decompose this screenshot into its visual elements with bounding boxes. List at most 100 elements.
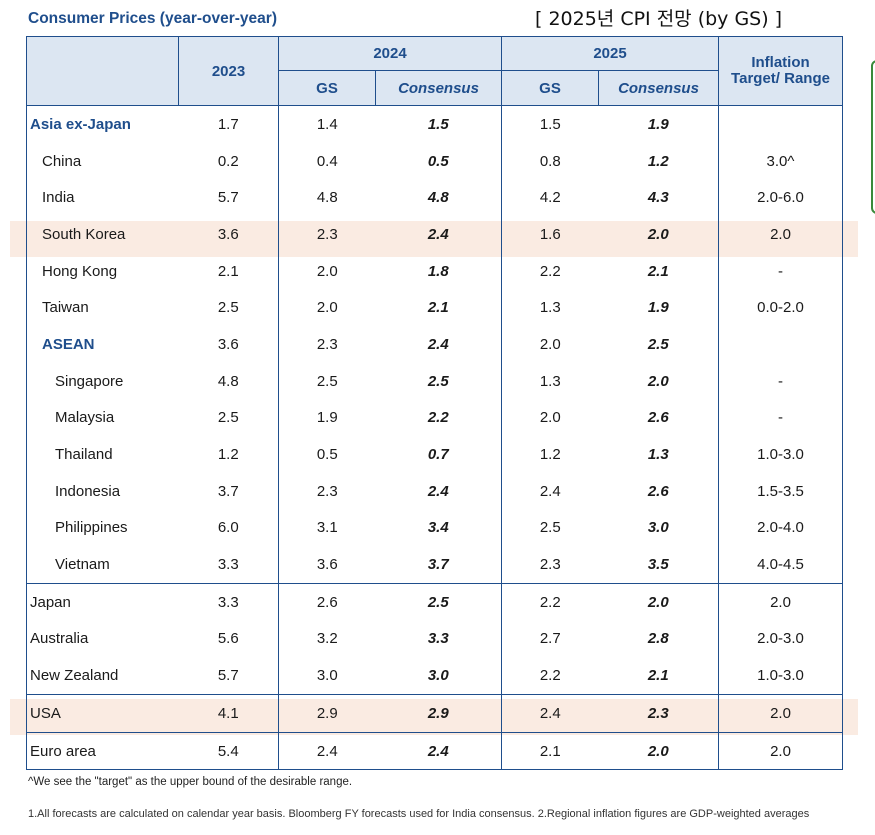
inflation-target: - [718, 252, 843, 290]
side-box [871, 60, 875, 214]
inflation-target: 2.0 [718, 216, 843, 253]
consensus-2024: 0.7 [427, 446, 449, 464]
value-2023: 5.7 [217, 667, 239, 685]
inflation-target: 2.0-4.0 [718, 509, 843, 547]
table-row: Indonesia 3.7 2.3 2.4 2.4 2.6 1.5-3.5 [27, 472, 843, 510]
value-2023: 5.6 [217, 630, 239, 648]
consensus-2024: 3.4 [427, 519, 449, 537]
consensus-2024: 2.9 [375, 694, 502, 733]
inflation-target: 2.0 [718, 694, 843, 733]
inflation-target: 4.0-4.5 [718, 546, 843, 584]
consensus-2024: 2.4 [427, 482, 449, 500]
consensus-2025: 2.3 [598, 694, 719, 733]
gs-2024: 2.6 [278, 582, 376, 621]
consensus-2024: 3.7 [427, 556, 449, 574]
value-2023: 4.8 [217, 372, 239, 390]
table-row: Australia 5.6 3.2 3.3 2.7 2.8 2.0-3.0 [27, 620, 843, 658]
table-row: New Zealand 5.7 3.0 3.0 2.2 2.1 1.0-3.0 [27, 657, 843, 695]
consensus-2024: 2.4 [375, 731, 502, 770]
consensus-2025: 2.0 [598, 582, 719, 621]
cpi-table: 2023 2024 2025 Inflation Target/ Range G… [26, 36, 843, 771]
gs-2025: 2.2 [501, 657, 599, 695]
row-name: Asia ex-Japan [30, 115, 131, 133]
header-consensus-2024: Consensus [375, 70, 502, 106]
header-2023: 2023 [178, 36, 279, 106]
row-name: India [42, 189, 75, 207]
table-row: Euro area 5.4 2.4 2.4 2.1 2.0 2.0 [26, 731, 843, 770]
inflation-target: 1.0-3.0 [718, 436, 843, 473]
highlight-south-korea [10, 221, 858, 257]
consensus-2024: 2.4 [427, 225, 449, 243]
consensus-2025: 2.0 [598, 731, 719, 770]
value-2023: 3.3 [217, 556, 239, 574]
gs-2024: 3.1 [278, 509, 376, 547]
value-2023: 5.7 [217, 189, 239, 207]
consensus-2025: 2.6 [647, 409, 669, 427]
value-2023: 6.0 [217, 519, 239, 537]
table-row: Malaysia 2.5 1.9 2.2 2.0 2.6 - [27, 399, 843, 437]
consensus-2024: 2.4 [427, 335, 449, 353]
header-gs-2024: GS [278, 70, 376, 106]
value-2023: 3.6 [217, 335, 239, 353]
consensus-2025: 3.0 [647, 519, 669, 537]
value-2023: 2.5 [217, 409, 239, 427]
row-name: Singapore [55, 372, 124, 390]
gs-2025: 1.3 [501, 289, 599, 327]
gs-2025: 2.2 [501, 252, 599, 290]
value-2023: 3.6 [217, 225, 239, 243]
value-2023: 3.7 [217, 482, 239, 500]
table-row: India 5.7 4.8 4.8 4.2 4.3 2.0-6.0 [27, 179, 843, 217]
gs-2025: 2.0 [501, 326, 599, 363]
table-row: USA 4.1 2.9 2.9 2.4 2.3 2.0 [26, 694, 843, 733]
gs-2024: 2.3 [278, 472, 376, 510]
inflation-target: - [718, 399, 843, 437]
gs-2025: 2.5 [501, 509, 599, 547]
gs-2024: 2.0 [278, 289, 376, 327]
consensus-2024: 1.8 [427, 262, 449, 280]
inflation-target [718, 326, 843, 363]
gs-2025: 2.7 [501, 620, 599, 658]
row-name: USA [26, 694, 179, 733]
value-2023: 4.1 [178, 694, 279, 733]
row-name: Thailand [55, 446, 113, 464]
gs-2025: 2.2 [501, 582, 599, 621]
gs-2024: 3.0 [278, 657, 376, 695]
row-name: New Zealand [30, 667, 119, 685]
caption: [ 2025년 CPI 전망 (by GS) ] [535, 8, 783, 30]
gs-2024: 0.4 [278, 142, 376, 180]
table-row: South Korea 3.6 2.3 2.4 1.6 2.0 2.0 [27, 216, 843, 253]
value-2023: 2.5 [217, 299, 239, 317]
row-name: Malaysia [55, 409, 115, 427]
row-name: Hong Kong [42, 262, 118, 280]
consensus-2024: 4.8 [427, 189, 449, 207]
gs-2025: 4.2 [501, 179, 599, 217]
header-2025: 2025 [501, 36, 719, 71]
value-2023: 5.4 [178, 731, 279, 770]
consensus-2024: 3.0 [427, 667, 449, 685]
consensus-2024: 0.5 [427, 152, 449, 170]
consensus-2025: 2.5 [647, 335, 669, 353]
row-name: Taiwan [42, 299, 89, 317]
consensus-2025: 1.3 [647, 446, 669, 464]
consensus-2024: 2.1 [427, 299, 449, 317]
consensus-2025: 2.1 [647, 667, 669, 685]
header-inflation-target: Inflation Target/ Range [718, 36, 843, 106]
consensus-2024: 2.5 [427, 372, 449, 390]
gs-2024: 2.0 [278, 252, 376, 290]
inflation-target: 3.0^ [718, 142, 843, 180]
gs-2024: 1.4 [278, 105, 376, 143]
consensus-2025: 1.9 [647, 299, 669, 317]
gs-2024: 2.5 [278, 362, 376, 400]
table-row: Singapore 4.8 2.5 2.5 1.3 2.0 - [27, 362, 843, 400]
table-title: Consumer Prices (year-over-year) [28, 10, 277, 27]
gs-2025: 2.4 [501, 694, 599, 733]
footnote: 1.All forecasts are calculated on calend… [28, 808, 810, 820]
inflation-target [718, 105, 843, 143]
consensus-2025: 2.0 [647, 372, 669, 390]
row-name: Vietnam [55, 556, 110, 574]
gs-2025: 1.6 [501, 216, 599, 253]
gs-2024: 3.2 [278, 620, 376, 658]
inflation-target: 1.5-3.5 [718, 472, 843, 510]
row-name: Australia [30, 630, 89, 648]
consensus-2025: 3.5 [647, 556, 669, 574]
